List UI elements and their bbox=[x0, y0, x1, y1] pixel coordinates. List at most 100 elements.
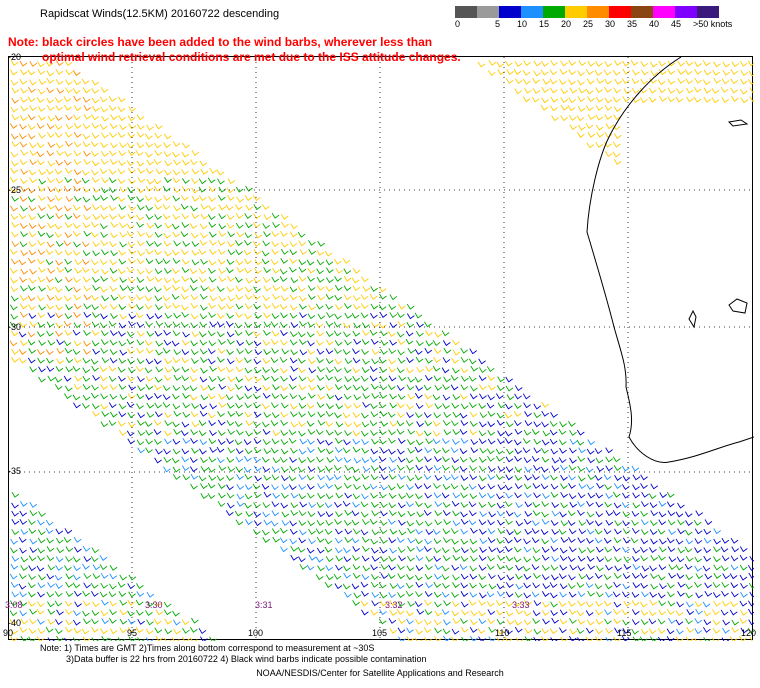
wind-barb bbox=[280, 285, 289, 292]
wind-barb bbox=[694, 637, 702, 644]
wind-barb bbox=[569, 564, 578, 571]
wind-barb bbox=[182, 331, 190, 338]
wind-barb bbox=[74, 375, 83, 382]
wind-barb bbox=[19, 276, 27, 283]
wind-barb bbox=[668, 617, 676, 624]
wind-barb bbox=[235, 402, 243, 409]
wind-barb bbox=[424, 599, 432, 606]
wind-barb bbox=[694, 617, 703, 624]
wind-barb bbox=[29, 321, 38, 327]
wind-barb bbox=[389, 510, 397, 517]
wind-barb bbox=[253, 358, 262, 365]
wind-barb bbox=[100, 204, 108, 211]
wind-barb bbox=[479, 421, 487, 428]
wind-barb bbox=[469, 582, 477, 589]
wind-barb bbox=[380, 330, 388, 337]
wind-barb bbox=[117, 268, 126, 275]
wind-barb bbox=[704, 590, 713, 597]
wind-barb bbox=[613, 491, 621, 498]
wind-barb bbox=[407, 439, 415, 446]
wind-barb bbox=[585, 105, 594, 112]
wind-barb bbox=[209, 365, 217, 372]
wind-barb bbox=[191, 259, 200, 266]
wind-barb bbox=[469, 626, 478, 633]
wind-barb bbox=[217, 411, 225, 418]
wind-barb bbox=[342, 583, 351, 590]
wind-barb bbox=[325, 519, 334, 526]
wind-barb bbox=[244, 267, 252, 274]
wind-barb bbox=[245, 519, 253, 526]
wind-barb bbox=[640, 555, 648, 562]
wind-barb bbox=[253, 277, 261, 284]
wind-barb bbox=[91, 294, 99, 301]
wind-barb bbox=[470, 610, 479, 617]
wind-barb bbox=[721, 581, 730, 588]
wind-barb bbox=[594, 537, 603, 544]
wind-barb bbox=[677, 590, 685, 597]
wind-barb bbox=[369, 366, 378, 373]
wind-barb bbox=[54, 600, 63, 607]
wind-barb bbox=[650, 510, 659, 517]
wind-barb bbox=[397, 547, 406, 553]
wind-barb bbox=[396, 385, 405, 391]
wind-barb bbox=[514, 600, 522, 607]
wind-barb bbox=[91, 150, 99, 157]
wind-barb bbox=[720, 86, 729, 93]
wind-barb bbox=[702, 79, 711, 86]
wind-barb bbox=[36, 331, 45, 338]
wind-barb bbox=[748, 619, 756, 626]
wind-barb bbox=[594, 448, 603, 455]
wind-barb bbox=[389, 600, 397, 606]
wind-barb bbox=[190, 437, 198, 444]
wind-barb bbox=[146, 178, 155, 185]
wind-barb bbox=[684, 511, 693, 518]
wind-barb bbox=[379, 322, 387, 329]
wind-barb bbox=[388, 448, 396, 455]
wind-barb bbox=[551, 510, 560, 517]
wind-barb bbox=[540, 483, 549, 490]
wind-barb bbox=[362, 329, 370, 336]
wind-barb bbox=[109, 241, 117, 248]
wind-barb bbox=[434, 474, 443, 481]
wind-barb bbox=[397, 339, 406, 346]
wind-barb bbox=[703, 528, 712, 535]
wind-barb bbox=[27, 133, 36, 140]
wind-barb bbox=[92, 348, 100, 355]
wind-barb bbox=[586, 537, 594, 544]
wind-barb bbox=[387, 573, 396, 580]
wind-barb bbox=[578, 483, 587, 490]
wind-barb bbox=[569, 438, 578, 445]
wind-barb bbox=[343, 474, 352, 481]
wind-barb bbox=[289, 241, 298, 248]
wind-barb bbox=[479, 592, 487, 599]
wind-barb bbox=[514, 626, 523, 633]
wind-barb bbox=[524, 411, 532, 418]
island-3 bbox=[688, 309, 697, 329]
wind-barb bbox=[567, 556, 576, 563]
wind-barb bbox=[90, 556, 99, 562]
wind-barb bbox=[334, 456, 343, 463]
wind-barb bbox=[65, 581, 73, 588]
wind-barb bbox=[163, 277, 172, 284]
wind-barb bbox=[405, 330, 414, 337]
wind-barb bbox=[136, 393, 145, 400]
wind-barb bbox=[586, 619, 595, 626]
wind-barb bbox=[227, 466, 236, 472]
wind-barb bbox=[353, 592, 362, 599]
wind-barb bbox=[146, 331, 155, 337]
wind-barb bbox=[236, 348, 244, 355]
wind-barb bbox=[308, 239, 316, 246]
wind-barb bbox=[190, 277, 198, 284]
wind-barb bbox=[424, 347, 433, 354]
wind-barb bbox=[126, 285, 135, 292]
wind-barb bbox=[307, 294, 316, 301]
wind-barb bbox=[199, 313, 208, 320]
wind-barb bbox=[244, 502, 252, 509]
wind-barb bbox=[595, 492, 604, 499]
wind-barb bbox=[640, 510, 648, 517]
wind-barb bbox=[711, 97, 720, 104]
wind-barb bbox=[271, 474, 280, 481]
wind-barb bbox=[362, 565, 371, 572]
wind-barb bbox=[424, 492, 433, 499]
wind-barb bbox=[487, 528, 496, 535]
